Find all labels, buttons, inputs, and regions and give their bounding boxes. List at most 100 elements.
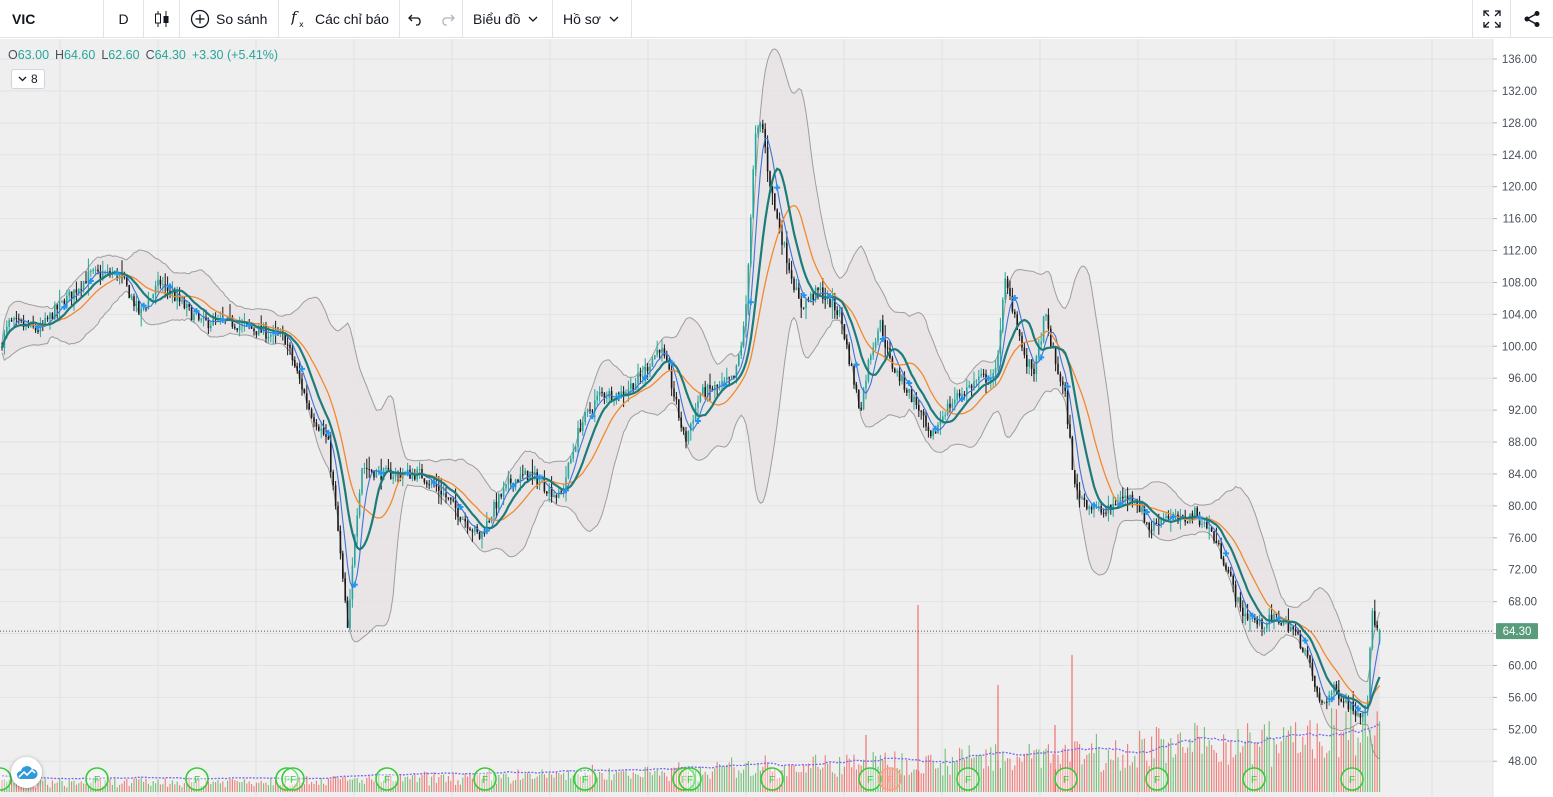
price-tick-label: 60.00: [1508, 660, 1537, 672]
price-axis[interactable]: 136.00 132.00 128.00 124.00 120.00 116.00 112.…: [1493, 54, 1538, 768]
price-chart[interactable]: 136.00 132.00 128.00 124.00 120.00 116.00 112.…: [0, 39, 1553, 797]
candle-body: [579, 427, 582, 431]
interval-button[interactable]: D: [104, 0, 144, 38]
chart-menu-label: Biểu đồ: [473, 11, 521, 27]
candle-body: [843, 324, 846, 339]
candle-body: [1366, 701, 1369, 709]
candle-body: [586, 409, 589, 413]
svg-text:f: f: [291, 9, 299, 26]
candle-body: [776, 209, 778, 219]
candle-body: [320, 428, 322, 431]
candle-body: [498, 494, 500, 509]
candle-body: [716, 385, 718, 387]
candle-body: [526, 470, 529, 481]
candle-body: [848, 344, 850, 365]
event-marker: F: [275, 767, 299, 791]
event-marker-label: F: [965, 775, 971, 786]
candle-body: [733, 375, 735, 378]
signal-marker: [536, 474, 543, 481]
candle-body: [387, 467, 390, 470]
candle-body: [303, 389, 306, 394]
candle-body: [315, 422, 318, 427]
profile-menu-button[interactable]: Hồ sơ: [553, 0, 632, 38]
price-tick-label: 116.00: [1503, 214, 1537, 226]
candle-body: [750, 217, 752, 265]
candle-body: [1028, 359, 1030, 367]
symbol-search-button[interactable]: VIC: [0, 0, 104, 38]
candle-body: [982, 373, 985, 375]
candle-body: [414, 473, 416, 480]
candle-body: [1318, 692, 1321, 701]
share-button[interactable]: [1511, 0, 1553, 38]
candle-body: [1304, 649, 1306, 652]
candle-body: [382, 468, 385, 481]
candle-body: [85, 281, 87, 284]
price-tick-label: 100.00: [1502, 341, 1537, 353]
candle-body: [1004, 278, 1006, 300]
candle-body: [1038, 344, 1040, 357]
candle-body: [354, 536, 356, 566]
candle-body: [771, 186, 774, 194]
candle-body: [1206, 522, 1208, 529]
ohlc-legend: O63.00 H64.60 L62.60 C64.30 +3.30 (+5.41…: [8, 48, 278, 62]
candle-body: [1131, 495, 1134, 503]
candle-body: [337, 505, 339, 531]
candle-body: [1309, 655, 1311, 663]
signal-marker: [959, 396, 965, 403]
candle-body: [1263, 628, 1266, 630]
event-marker: F: [678, 767, 702, 791]
candle-body: [1100, 506, 1102, 513]
candle-body: [1220, 543, 1222, 559]
compare-button[interactable]: So sánh: [180, 0, 279, 38]
candle-body: [262, 325, 265, 333]
undo-button[interactable]: [400, 0, 431, 38]
candle-body: [130, 296, 133, 299]
candle-body: [901, 375, 903, 382]
candle-body: [793, 278, 795, 291]
candle-body: [75, 289, 78, 293]
candle-body: [1045, 314, 1047, 317]
candle-body: [1340, 698, 1342, 702]
event-marker-label: F: [681, 775, 687, 786]
fullscreen-button[interactable]: [1472, 0, 1511, 38]
chart-style-button[interactable]: [144, 0, 180, 38]
candle-body: [805, 299, 807, 309]
candle-body: [932, 429, 934, 437]
candle-body: [1232, 575, 1234, 585]
event-marker-label: F: [1154, 775, 1160, 786]
candle-body: [853, 365, 855, 385]
candle-body: [601, 391, 603, 394]
candle-body: [1167, 515, 1170, 519]
candle-body: [1196, 507, 1198, 517]
candle-body: [361, 468, 363, 494]
price-tick-label: 84.00: [1508, 469, 1537, 481]
candle-body: [678, 399, 680, 418]
event-marker-label: F: [290, 775, 296, 786]
event-marker-circle: [1145, 767, 1169, 791]
studies-collapse-button[interactable]: 8: [11, 69, 45, 89]
candle-body: [46, 317, 49, 320]
signal-marker: [589, 413, 596, 420]
candle-body: [392, 476, 394, 479]
candle-body: [435, 484, 438, 487]
chart-menu-button[interactable]: Biểu đồ: [463, 0, 553, 38]
candle-body: [690, 423, 692, 432]
redo-button[interactable]: [431, 0, 463, 38]
candle-body: [879, 320, 882, 331]
signal-marker: [879, 335, 886, 342]
candle-body: [202, 316, 205, 320]
candle-body: [1138, 505, 1141, 513]
candle-body: [1054, 347, 1057, 364]
brand-logo[interactable]: [11, 757, 42, 788]
candle-body: [574, 446, 577, 452]
candle-body: [1311, 662, 1314, 676]
candle-body: [680, 417, 682, 428]
candle-body: [711, 388, 714, 391]
candle-body: [241, 323, 243, 326]
candle-body: [1035, 356, 1038, 374]
plus-circle-icon: [190, 9, 210, 29]
candle-body: [709, 384, 711, 389]
candle-body: [1134, 502, 1136, 504]
